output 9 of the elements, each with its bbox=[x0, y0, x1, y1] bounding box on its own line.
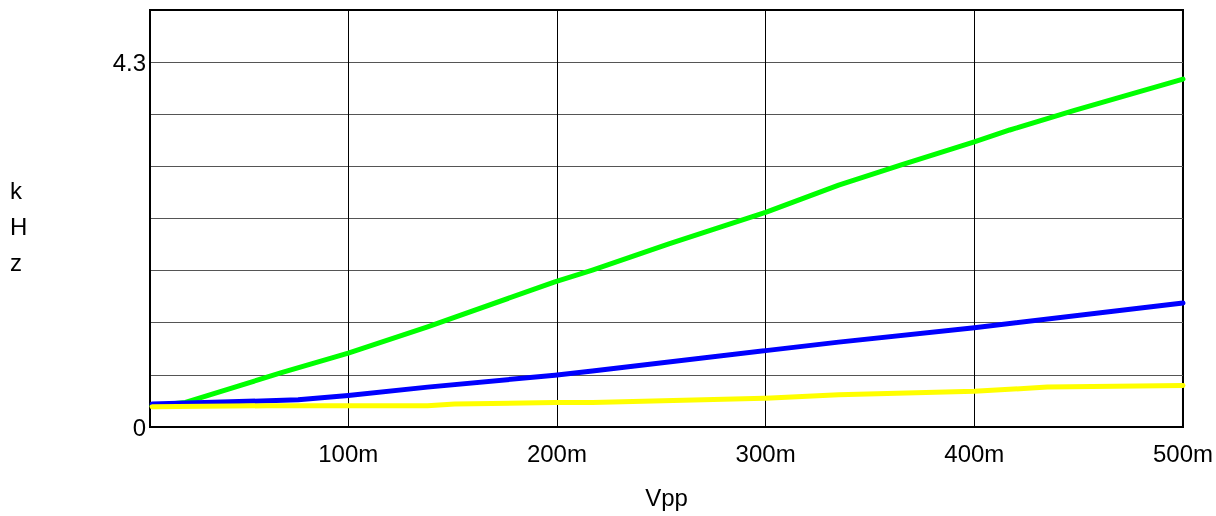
x-tick-label: 400m bbox=[944, 439, 1005, 467]
x-tick-label: 300m bbox=[735, 439, 796, 467]
x-axis-title: Vpp bbox=[645, 483, 688, 511]
x-tick-label: 100m bbox=[318, 439, 379, 467]
y-tick-label: 4.3 bbox=[112, 48, 146, 76]
x-tick-label: 200m bbox=[526, 439, 587, 467]
y-axis-title: kHz bbox=[10, 176, 28, 276]
x-tick-label: 500m bbox=[1152, 439, 1214, 467]
y-tick-label: 0 bbox=[132, 413, 146, 441]
